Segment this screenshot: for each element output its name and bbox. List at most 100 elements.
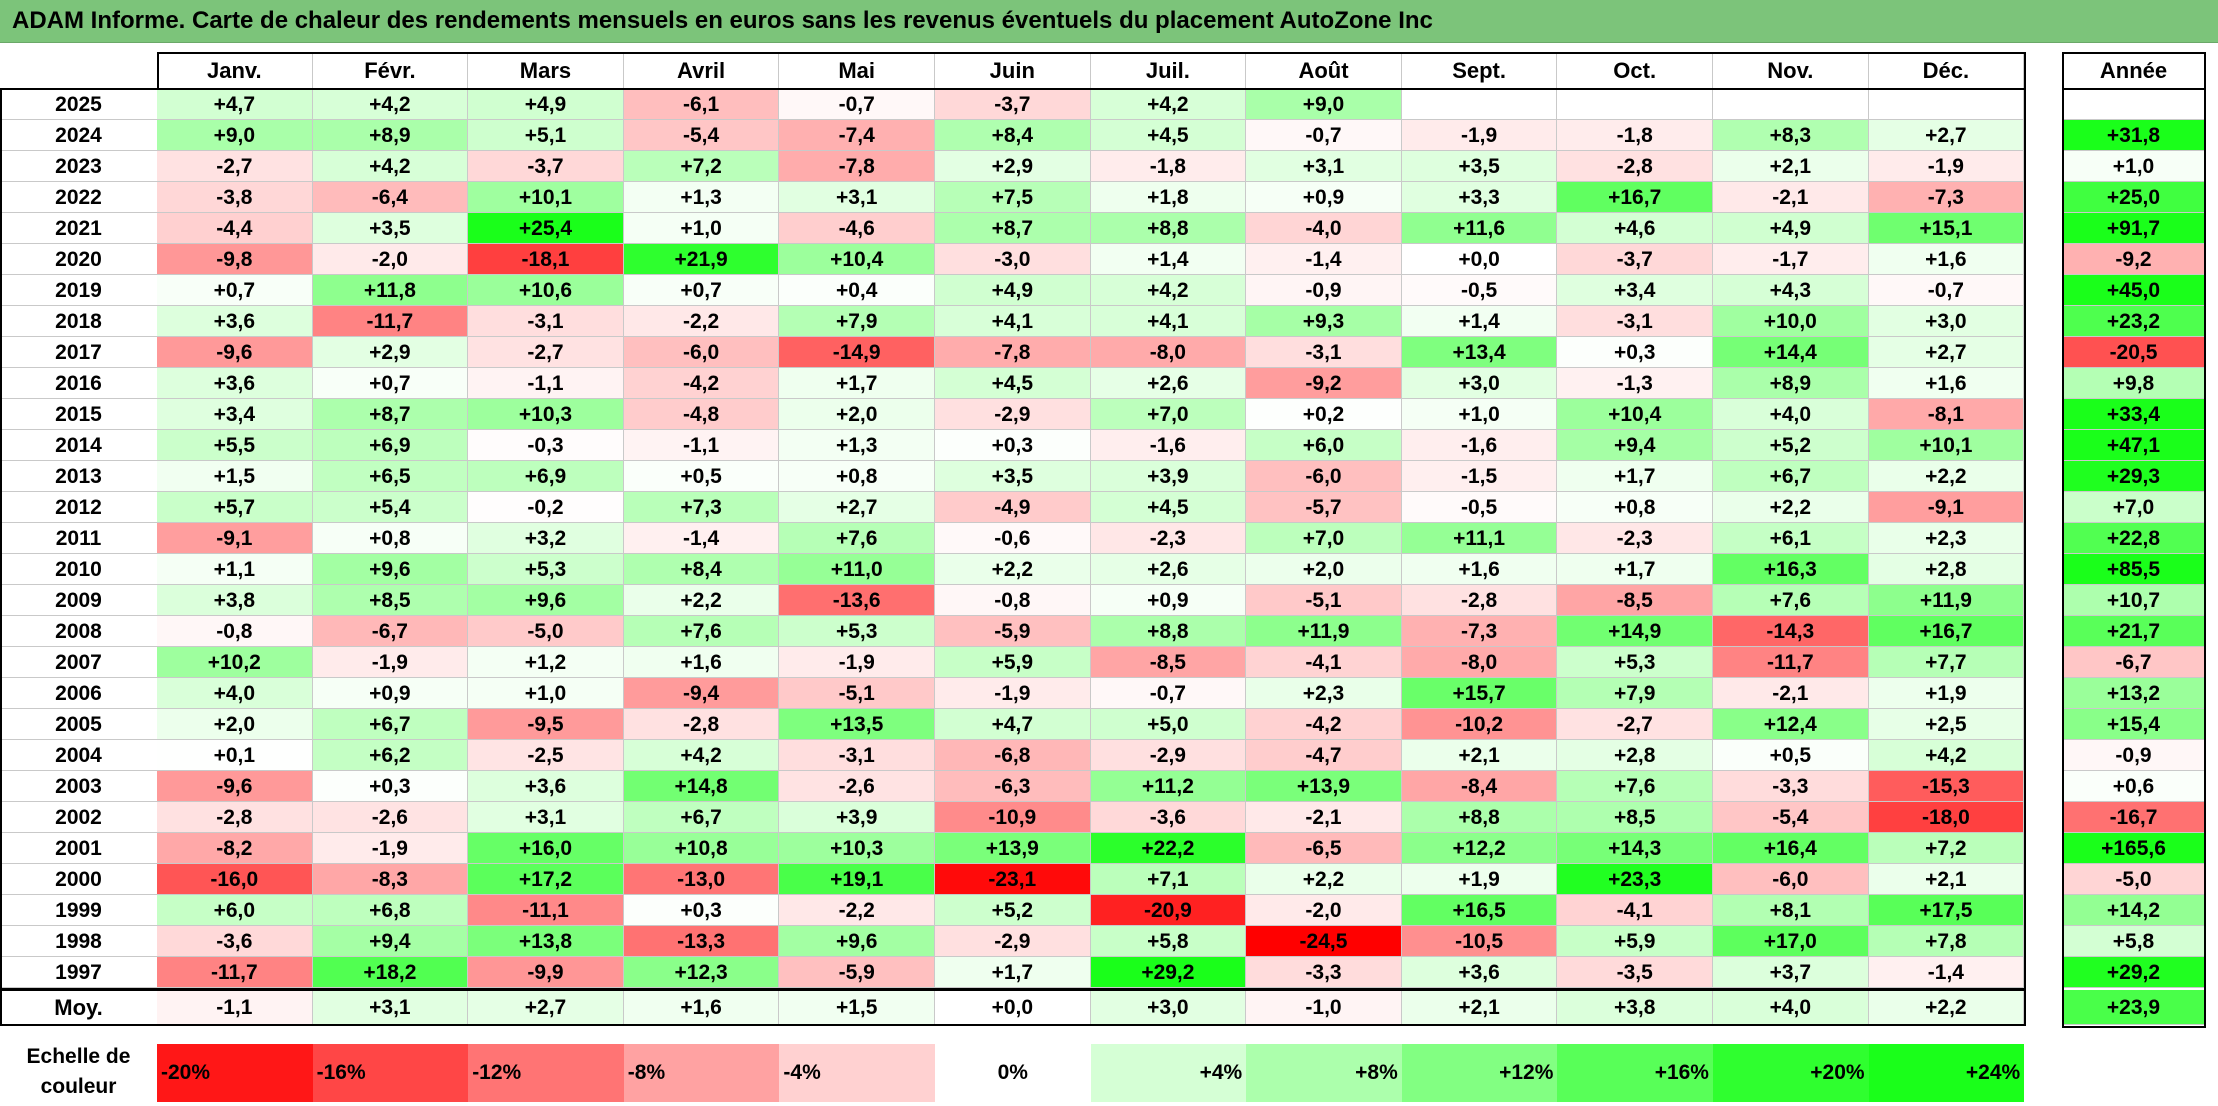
heatmap-cell: +2,6 — [1090, 368, 1247, 399]
color-scale-step: +20% — [1713, 1044, 1869, 1102]
heatmap-cell: -1,8 — [1557, 120, 1713, 151]
heatmap-cell: +17,2 — [468, 864, 624, 895]
heatmap-cell: +3,5 — [935, 461, 1091, 492]
heatmap-cell: +8,3 — [1713, 120, 1869, 151]
heatmap-cell: +0,8 — [1557, 492, 1713, 523]
heatmap-cell: +23,3 — [1557, 864, 1713, 895]
heatmap-cell: +29,2 — [1090, 957, 1247, 988]
heatmap-cell: -13,6 — [779, 585, 935, 616]
heatmap-cell: -1,9 — [312, 833, 469, 864]
heatmap-cell: +3,1 — [1246, 151, 1402, 182]
heatmap-cell: +3,5 — [312, 213, 469, 244]
heatmap-cell: +5,9 — [1557, 926, 1713, 957]
heatmap-cell: +9,4 — [1557, 430, 1713, 461]
heatmap-cell: +7,6 — [1557, 771, 1713, 802]
heatmap-cell: -2,7 — [157, 151, 313, 182]
heatmap-cell: +0,5 — [623, 461, 780, 492]
annual-cell: -5,0 — [2062, 864, 2206, 895]
chart-title: ADAM Informe. Carte de chaleur des rende… — [12, 7, 1433, 34]
heatmap-cell: +7,2 — [1868, 833, 2025, 864]
heatmap-cell: -2,5 — [468, 740, 624, 771]
heatmap-cell: -1,4 — [623, 523, 780, 554]
month-header: Févr. — [312, 53, 469, 89]
annual-cell: +45,0 — [2062, 275, 2206, 306]
heatmap-cell: +16,7 — [1557, 182, 1713, 213]
heatmap-cell: -2,8 — [1557, 151, 1713, 182]
heatmap-cell: +9,4 — [312, 926, 469, 957]
heatmap-cell: -8,0 — [1090, 337, 1247, 368]
heatmap-cell: +2,1 — [1713, 151, 1869, 182]
heatmap-cell: +5,3 — [779, 616, 935, 647]
heatmap-cell: -1,3 — [1557, 368, 1713, 399]
heatmap-cell: +3,6 — [1401, 957, 1558, 988]
heatmap-cell: -0,6 — [935, 523, 1091, 554]
heatmap-cell: +7,9 — [779, 306, 935, 337]
heatmap-cell: -1,6 — [1090, 430, 1247, 461]
heatmap-cell: +10,0 — [1713, 306, 1869, 337]
heatmap-cell: +10,3 — [468, 399, 624, 430]
color-scale-step: -12% — [468, 1044, 624, 1102]
heatmap-cell: -1,8 — [1090, 151, 1247, 182]
heatmap-cell: +14,9 — [1557, 616, 1713, 647]
heatmap-cell: +1,6 — [1868, 244, 2025, 275]
heatmap-cell: -4,7 — [1246, 740, 1402, 771]
heatmap-cell: +9,3 — [1246, 306, 1402, 337]
year-label: 2023 — [0, 151, 157, 182]
heatmap-cell: +3,1 — [468, 802, 624, 833]
heatmap-cell: +2,0 — [1246, 554, 1402, 585]
year-label: 2015 — [0, 399, 157, 430]
heatmap-cell: +1,7 — [1557, 554, 1713, 585]
heatmap-cell: -10,5 — [1401, 926, 1558, 957]
annual-cell: +29,3 — [2062, 461, 2206, 492]
heatmap-cell: +15,7 — [1401, 678, 1558, 709]
color-scale-step: 0% — [935, 1044, 1091, 1102]
heatmap-cell: -9,4 — [623, 678, 780, 709]
heatmap-cell: +3,9 — [779, 802, 935, 833]
annual-cell: +14,2 — [2062, 895, 2206, 926]
heatmap-cell: +1,8 — [1090, 182, 1247, 213]
heatmap-cell: +2,1 — [1868, 864, 2025, 895]
heatmap-cell: -2,7 — [468, 337, 624, 368]
annual-cell: +21,7 — [2062, 616, 2206, 647]
heatmap-cell: -0,5 — [1401, 275, 1558, 306]
color-scale-step: +16% — [1557, 1044, 1713, 1102]
heatmap-cell: +1,7 — [779, 368, 935, 399]
annual-cell: +47,1 — [2062, 430, 2206, 461]
heatmap-cell: +7,5 — [935, 182, 1091, 213]
annual-cell: +5,8 — [2062, 926, 2206, 957]
heatmap-cell: -5,7 — [1246, 492, 1402, 523]
heatmap-cell: +4,0 — [1713, 399, 1869, 430]
heatmap-cell: +9,0 — [1246, 89, 1402, 120]
color-scale-step: -8% — [623, 1044, 780, 1102]
annual-cell: +1,0 — [2062, 151, 2206, 182]
heatmap-cell: -2,2 — [779, 895, 935, 926]
heatmap-cell: +16,3 — [1713, 554, 1869, 585]
heatmap-cell: +8,8 — [1090, 213, 1247, 244]
heatmap-cell: -7,8 — [935, 337, 1091, 368]
heatmap-cell: -2,1 — [1713, 678, 1869, 709]
heatmap-cell: +0,1 — [157, 740, 313, 771]
heatmap-cell: -1,1 — [468, 368, 624, 399]
heatmap-cell: -3,3 — [1246, 957, 1402, 988]
heatmap-cell: -1,9 — [779, 647, 935, 678]
heatmap-cell: +7,9 — [1557, 678, 1713, 709]
heatmap-cell: -0,9 — [1246, 275, 1402, 306]
heatmap-cell: -2,8 — [623, 709, 780, 740]
color-scale-step: +4% — [1090, 1044, 1247, 1102]
color-scale-step: +8% — [1246, 1044, 1402, 1102]
average-cell: +0,0 — [935, 990, 1091, 1025]
heatmap-cell: -3,6 — [1090, 802, 1247, 833]
heatmap-cell: -8,1 — [1868, 399, 2025, 430]
heatmap-cell: +7,6 — [1713, 585, 1869, 616]
annual-cell: +91,7 — [2062, 213, 2206, 244]
heatmap-cell: +1,9 — [1868, 678, 2025, 709]
heatmap-cell: +5,8 — [1090, 926, 1247, 957]
heatmap-cell: +10,2 — [157, 647, 313, 678]
heatmap-cell: +10,4 — [1557, 399, 1713, 430]
heatmap-cell: -2,9 — [935, 926, 1091, 957]
heatmap-cell: -3,0 — [935, 244, 1091, 275]
heatmap-cell: -4,1 — [1246, 647, 1402, 678]
heatmap-cell: +1,4 — [1401, 306, 1558, 337]
heatmap-cell: +15,1 — [1868, 213, 2025, 244]
heatmap-cell: +11,9 — [1868, 585, 2025, 616]
